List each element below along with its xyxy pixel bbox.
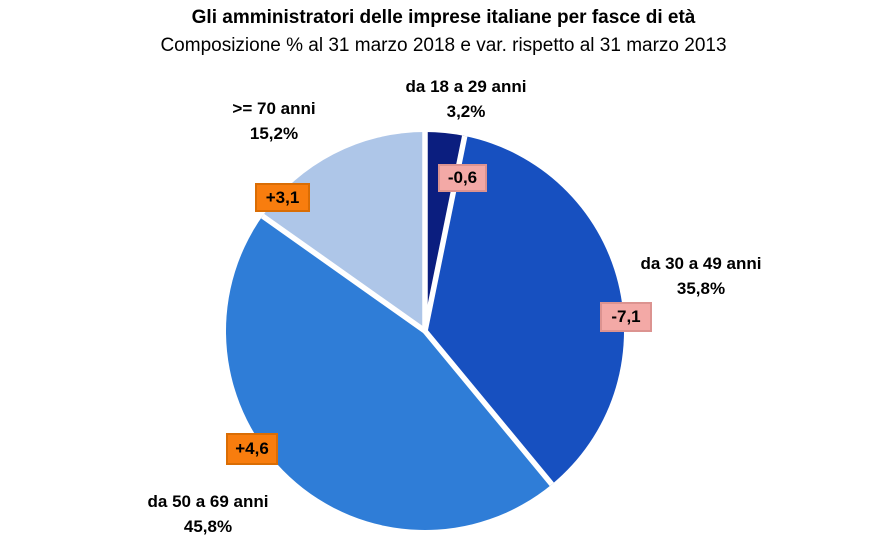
slice-separator bbox=[422, 329, 554, 487]
slice-label-18-29-anni: da 18 a 29 anni 3,2% bbox=[346, 74, 586, 124]
slice-label-50-69-anni: da 50 a 69 anni 45,8% bbox=[88, 489, 328, 539]
chart-title: Gli amministratori delle imprese italian… bbox=[191, 7, 696, 28]
slice-value: 35,8% bbox=[676, 279, 726, 298]
slice-name: da 30 a 49 anni bbox=[640, 254, 762, 273]
chart-subtitle: Composizione % al 31 marzo 2018 e var. r… bbox=[160, 35, 727, 56]
slice-value: 3,2% bbox=[446, 102, 486, 121]
slice-name: da 50 a 69 anni bbox=[147, 492, 269, 511]
slice-label-70-plus-anni: >= 70 anni 15,2% bbox=[154, 96, 394, 146]
pie-slice-1 bbox=[425, 136, 624, 485]
change-badge-30-49-anni: -7,1 bbox=[600, 302, 652, 332]
pie-slice-3 bbox=[262, 132, 425, 331]
slice-name: da 18 a 29 anni bbox=[405, 77, 527, 96]
slice-label-30-49-anni: da 30 a 49 anni 35,8% bbox=[581, 251, 821, 301]
change-badge-70-plus-anni: +3,1 bbox=[255, 183, 310, 212]
change-badge-50-69-anni: +4,6 bbox=[226, 433, 278, 465]
pie-slice-2 bbox=[225, 216, 552, 531]
change-badge-18-29-anni: -0,6 bbox=[438, 164, 487, 192]
pie-svg bbox=[225, 132, 624, 531]
slice-separator bbox=[260, 213, 427, 334]
slice-value: 45,8% bbox=[183, 517, 233, 536]
slice-value: 15,2% bbox=[249, 124, 299, 143]
pie-chart bbox=[223, 129, 627, 533]
slice-name: >= 70 anni bbox=[232, 99, 316, 118]
